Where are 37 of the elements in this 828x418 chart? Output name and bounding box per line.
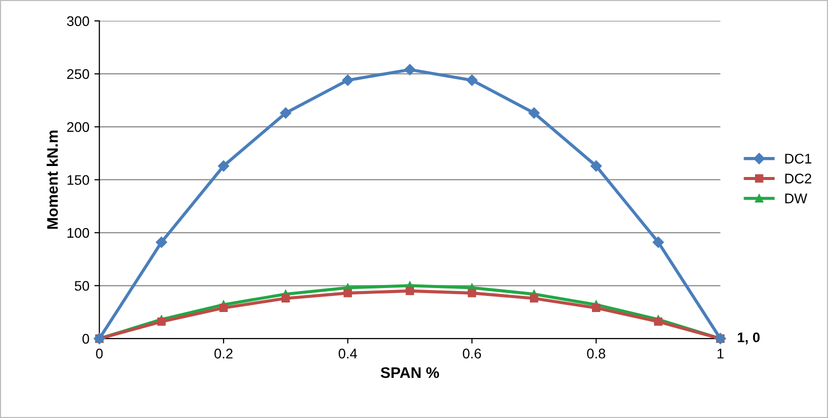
y-tick-label: 200 [67,122,90,132]
y-axis-title: Moment kN.m [46,130,58,229]
y-tick-label: 150 [68,175,90,185]
x-tick-label: 0.4 [338,348,358,359]
point [468,288,476,298]
point [281,294,290,303]
x-tick-label: 1 [718,348,724,358]
point [342,74,354,86]
point [652,236,664,248]
legend-label: DC1 [785,154,812,164]
x-tick-label: 0.8 [587,348,606,359]
point [654,317,662,326]
point [530,294,538,303]
x-tick-label: 0.2 [214,348,233,359]
point [157,317,166,326]
point [156,236,168,248]
x-axis-title: SPAN % [380,367,440,378]
point [590,160,602,172]
point [406,286,414,296]
point [404,64,416,76]
point [344,288,352,298]
y-tick-label: 50 [74,280,90,291]
point [528,107,540,119]
y-tick-label: 100 [68,228,90,238]
point [280,107,292,119]
legend-label: DW [785,194,808,204]
y-tick-label: 0 [82,334,90,344]
x-tick-label: 0 [96,348,103,359]
point [592,304,600,312]
annotation: 1, 0 [738,332,760,344]
y-tick-label: 250 [67,69,90,80]
x-tick-label: 0.6 [462,348,482,359]
point [466,74,478,86]
legend-label: DC2 [785,174,812,184]
point [219,304,228,312]
y-tick-label: 300 [66,16,90,26]
point [218,160,230,172]
